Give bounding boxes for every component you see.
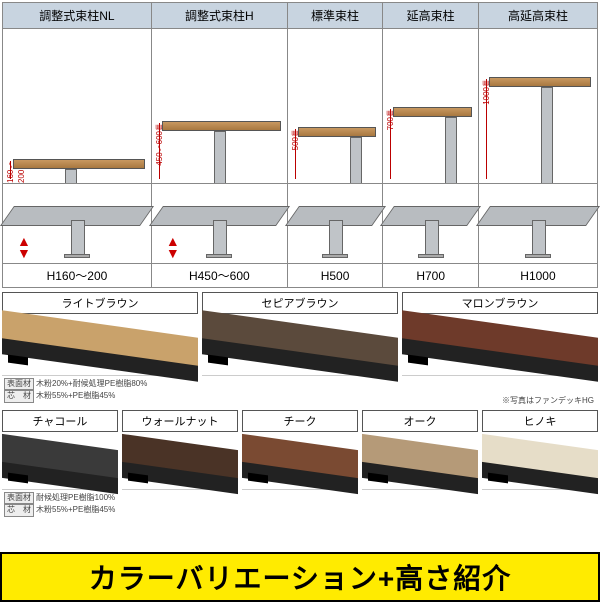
post-leg	[445, 117, 457, 183]
post-illus: 450～600㎜	[152, 29, 287, 183]
post-illustration-row: 160～200㎜ 450～600㎜ 500㎜ 700㎜	[3, 29, 598, 184]
post-header: 標準束柱	[287, 3, 383, 29]
color-label: チャコール	[2, 410, 118, 432]
post-illus: 160～200㎜	[3, 29, 151, 183]
arrow-down-icon: ▼	[166, 245, 180, 261]
arrow-down-icon: ▼	[17, 245, 31, 261]
height-label: H160～200	[3, 264, 152, 288]
rail-detail	[479, 184, 597, 263]
deck-surface	[298, 127, 377, 137]
deck-surface	[489, 77, 591, 87]
post-illus: 500㎜	[288, 29, 383, 183]
post-height-table: 調整式束柱NL 調整式束柱H 標準束柱 延高束柱 高延高束柱 160～200㎜ …	[2, 2, 598, 288]
post-illus: 1000㎜	[479, 29, 597, 183]
color-label: ウォールナット	[122, 410, 238, 432]
post-leg	[541, 87, 553, 183]
color-label: ライトブラウン	[2, 292, 198, 314]
post-illus: 700㎜	[383, 29, 478, 183]
color-swatch: チーク	[242, 410, 358, 490]
height-label-row: H160～200 H450～600 H500 H700 H1000	[3, 264, 598, 288]
color-swatch: マロンブラウン	[402, 292, 598, 376]
rail-detail: ▲ ▼	[152, 184, 287, 263]
banner-text: カラーバリエーション+高さ紹介	[89, 557, 512, 597]
footer-banner: カラーバリエーション+高さ紹介	[0, 552, 600, 602]
rail-detail	[288, 184, 383, 263]
color-row-1: ライトブラウン セピアブラウン マロンブラウン	[2, 292, 598, 376]
post-detail-row: ▲ ▼ ▲ ▼	[3, 184, 598, 264]
color-swatch: ヒノキ	[482, 410, 598, 490]
color-swatch: ウォールナット	[122, 410, 238, 490]
height-label: H1000	[478, 264, 597, 288]
height-label: H500	[287, 264, 383, 288]
page: 調整式束柱NL 調整式束柱H 標準束柱 延高束柱 高延高束柱 160～200㎜ …	[0, 2, 600, 602]
deck-surface	[393, 107, 472, 117]
post-header: 高延高束柱	[478, 3, 597, 29]
color-swatch: チャコール	[2, 410, 118, 490]
color-label: セピアブラウン	[202, 292, 398, 314]
color-swatch: オーク	[362, 410, 478, 490]
deck-surface	[13, 159, 145, 169]
post-leg	[65, 169, 77, 183]
post-leg	[350, 137, 362, 183]
color-section: ライトブラウン セピアブラウン マロンブラウン 表面材木粉20%+耐候処理PE樹…	[2, 292, 598, 517]
post-header: 調整式束柱NL	[3, 3, 152, 29]
post-header: 調整式束柱H	[151, 3, 287, 29]
color-label: オーク	[362, 410, 478, 432]
height-label: H700	[383, 264, 479, 288]
post-header-row: 調整式束柱NL 調整式束柱H 標準束柱 延高束柱 高延高束柱	[3, 3, 598, 29]
height-label: H450～600	[151, 264, 287, 288]
color-label: ヒノキ	[482, 410, 598, 432]
deck-surface	[162, 121, 281, 131]
color-swatch: ライトブラウン	[2, 292, 198, 376]
color-row-2: チャコール ウォールナット チーク オーク ヒノキ	[2, 410, 598, 490]
post-leg	[214, 131, 226, 183]
color-label: マロンブラウン	[402, 292, 598, 314]
rail-detail: ▲ ▼	[3, 184, 151, 263]
color-label: チーク	[242, 410, 358, 432]
post-header: 延高束柱	[383, 3, 479, 29]
material-notes: 表面材耐候処理PE樹脂100% 芯 材木粉55%+PE樹脂45%	[4, 492, 598, 517]
rail-detail	[383, 184, 478, 263]
color-swatch: セピアブラウン	[202, 292, 398, 376]
